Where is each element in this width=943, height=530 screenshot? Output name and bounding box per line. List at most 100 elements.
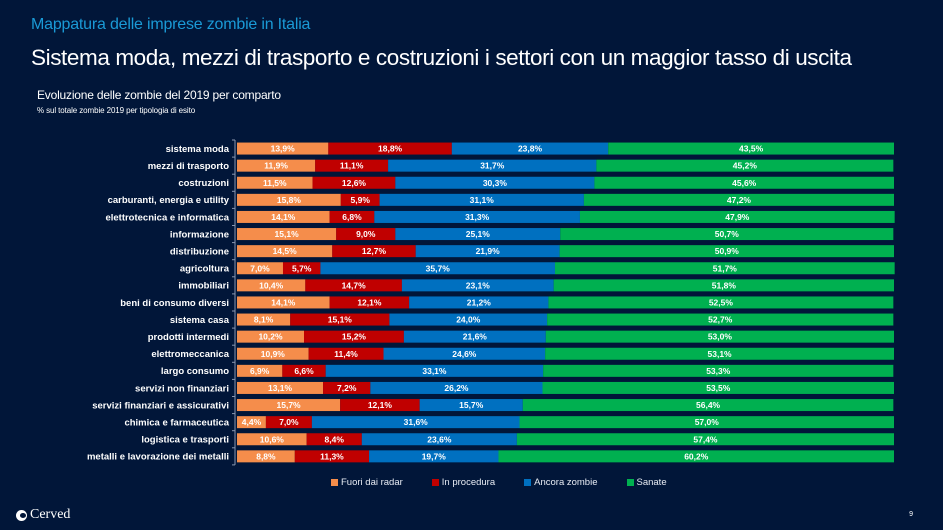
bar-segment-sanate — [596, 159, 894, 172]
data-label: 7,0% — [279, 417, 299, 427]
data-label: 24,6% — [452, 349, 477, 359]
bar-segment-sanate — [519, 416, 894, 429]
category-label: metalli e lavorazione dei metalli — [87, 452, 229, 463]
data-label: 15,2% — [342, 332, 367, 342]
data-label: 15,1% — [275, 229, 300, 239]
data-label: 57,0% — [695, 417, 720, 427]
cerved-logo-icon — [16, 509, 27, 521]
data-label: 4,4% — [242, 417, 262, 427]
legend-item: Fuori dai radar — [331, 477, 403, 488]
data-label: 7,0% — [250, 263, 270, 273]
data-label: 31,7% — [480, 161, 505, 171]
bar-segment-sanate — [608, 142, 894, 155]
data-label: 13,9% — [271, 144, 296, 154]
bar-segment-in-procedura — [312, 176, 396, 189]
data-label: 12,6% — [342, 178, 367, 188]
bar-segment-sanate — [583, 193, 894, 206]
data-label: 51,8% — [712, 280, 737, 290]
category-label: servizi non finanziari — [135, 383, 229, 394]
category-label: immobiliari — [178, 281, 229, 292]
category-label: sistema casa — [170, 315, 230, 326]
data-label: 10,9% — [261, 349, 286, 359]
bar-segment-sanate — [594, 176, 894, 189]
data-label: 11,5% — [263, 178, 287, 188]
data-label: 10,4% — [259, 280, 284, 290]
bar-segment-fuori-dai-radar — [237, 176, 313, 189]
legend-swatch-icon — [331, 479, 338, 486]
bar-segment-ancora-zombie — [415, 245, 560, 258]
legend-label: Fuori dai radar — [341, 477, 403, 488]
bar-segment-sanate — [547, 313, 894, 326]
bar-segment-in-procedura — [304, 330, 404, 343]
bar-segment-sanate — [559, 245, 894, 258]
category-label: logistica e trasporti — [141, 435, 229, 446]
data-label: 14,1% — [271, 212, 296, 222]
category-label: elettrotecnica e informatica — [105, 212, 229, 223]
bar-segment-fuori-dai-radar — [237, 296, 330, 309]
bar-segment-in-procedura — [340, 193, 380, 206]
bar-segment-fuori-dai-radar — [237, 416, 266, 429]
data-label: 13,1% — [268, 383, 293, 393]
data-label: 21,6% — [463, 332, 488, 342]
data-label: 56,4% — [696, 400, 721, 410]
bar-segment-ancora-zombie — [370, 381, 543, 394]
data-label: 8,8% — [256, 451, 276, 461]
data-label: 12,1% — [357, 297, 382, 307]
bar-segment-in-procedura — [332, 245, 416, 258]
bar-segment-in-procedura — [308, 347, 384, 360]
bar-segment-sanate — [522, 399, 894, 412]
bar-segment-ancora-zombie — [369, 450, 499, 463]
data-label: 14,7% — [342, 280, 367, 290]
category-label: largo consumo — [161, 366, 229, 377]
bar-segment-in-procedura — [290, 313, 390, 326]
category-label: beni di consumo diversi — [120, 298, 229, 309]
data-label: 12,7% — [362, 246, 387, 256]
bar-segment-fuori-dai-radar — [237, 330, 305, 343]
data-label: 21,9% — [476, 246, 501, 256]
data-label: 30,3% — [483, 178, 508, 188]
bar-segment-fuori-dai-radar — [237, 193, 341, 206]
legend-label: Sanate — [636, 477, 667, 488]
data-label: 52,7% — [708, 315, 733, 325]
bar-segment-ancora-zombie — [320, 262, 555, 275]
bar-segment-ancora-zombie — [451, 142, 609, 155]
data-label: 43,5% — [739, 144, 764, 154]
bar-segment-sanate — [498, 450, 894, 463]
data-label: 14,5% — [273, 246, 298, 256]
legend-item: In procedura — [431, 477, 495, 488]
data-label: 53,5% — [706, 383, 731, 393]
bars — [237, 142, 895, 463]
cerved-logo-text: Cerved — [30, 507, 71, 522]
bar-segment-fuori-dai-radar — [237, 142, 329, 155]
bar-segment-ancora-zombie — [361, 433, 517, 446]
bar-segment-in-procedura — [282, 262, 321, 275]
data-label: 23,1% — [466, 280, 491, 290]
data-label: 24,0% — [456, 315, 481, 325]
data-label: 47,9% — [725, 212, 750, 222]
bar-segment-fuori-dai-radar — [237, 245, 333, 258]
bar-segment-in-procedura — [340, 399, 420, 412]
data-label: 50,7% — [715, 229, 740, 239]
bar-segment-in-procedura — [305, 279, 402, 292]
data-label: 53,3% — [706, 366, 731, 376]
bar-segment-ancora-zombie — [379, 193, 584, 206]
bar-segment-fuori-dai-radar — [237, 228, 337, 241]
chart-subtitle: % sul totale zombie 2019 per tipologia d… — [37, 106, 196, 115]
bar-segment-ancora-zombie — [395, 228, 561, 241]
bar-segment-ancora-zombie — [325, 364, 544, 377]
value-labels: 13,9% 18,8% 23,8% 43,5% 11,9% 11,1% 31,7% 45,2%… — [242, 144, 764, 462]
data-label: 23,6% — [427, 434, 452, 444]
data-label: 5,7% — [292, 263, 312, 273]
bar-segment-in-procedura — [294, 450, 370, 463]
legend-swatch-icon — [431, 479, 439, 486]
bar-segment-sanate — [542, 381, 894, 394]
bar-segment-ancora-zombie — [388, 159, 597, 172]
data-label: 11,1% — [340, 161, 364, 171]
bar-segment-fuori-dai-radar — [237, 279, 306, 292]
legend-swatch-icon — [524, 479, 532, 486]
data-label: 8,4% — [325, 434, 345, 444]
data-label: 53,0% — [708, 332, 733, 342]
data-label: 10,6% — [260, 434, 285, 444]
bar-segment-in-procedura — [323, 381, 371, 394]
